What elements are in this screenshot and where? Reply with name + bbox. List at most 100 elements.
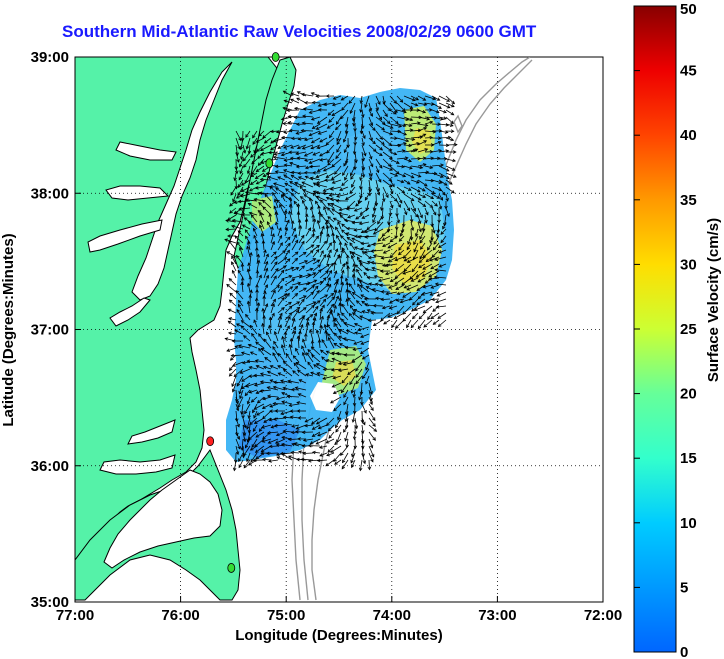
- velocity-arrow-head: [395, 298, 400, 302]
- velocity-arrow: [302, 200, 307, 209]
- velocity-arrow: [356, 300, 363, 307]
- velocity-arrow-head: [277, 372, 282, 376]
- velocity-arrow: [342, 452, 349, 463]
- velocity-arrow: [368, 438, 373, 448]
- velocity-arrow-head: [333, 458, 337, 463]
- velocity-arrow-head: [402, 271, 406, 275]
- velocity-arrow: [423, 284, 433, 288]
- velocity-arrow-head: [282, 250, 286, 254]
- velocity-arrow-head: [289, 156, 294, 161]
- velocity-arrow: [311, 92, 321, 97]
- velocity-arrow: [327, 203, 335, 209]
- velocity-arrow: [375, 95, 381, 105]
- velocity-arrow-head: [452, 158, 457, 163]
- velocity-arrow: [396, 137, 409, 142]
- velocity-arrow-head: [290, 188, 295, 192]
- velocity-arrow: [302, 339, 307, 349]
- velocity-arrow: [270, 251, 277, 258]
- velocity-arrow: [438, 95, 450, 102]
- velocity-arrow-head: [281, 453, 286, 457]
- velocity-arrow: [327, 207, 335, 216]
- station-marker: [206, 436, 215, 447]
- velocity-arrow: [433, 235, 440, 245]
- velocity-arrow-head: [363, 271, 367, 276]
- velocity-arrow: [234, 235, 244, 244]
- velocity-arrow-head: [233, 177, 237, 182]
- velocity-arrow: [291, 389, 300, 391]
- velocity-arrow: [434, 256, 447, 261]
- velocity-arrow: [388, 256, 398, 263]
- velocity-arrow: [318, 424, 328, 429]
- velocity-arrow: [236, 375, 244, 387]
- velocity-arrow: [410, 207, 419, 218]
- velocity-arrow: [290, 157, 300, 160]
- velocity-arrow-head: [327, 161, 331, 166]
- velocity-arrow-head: [389, 167, 394, 171]
- velocity-arrow-head: [290, 174, 295, 179]
- velocity-arrow-head: [302, 438, 307, 442]
- velocity-arrow: [293, 362, 300, 370]
- velocity-arrow-head: [379, 283, 383, 288]
- velocity-arrow: [375, 186, 380, 196]
- velocity-arrow: [269, 317, 272, 328]
- velocity-arrow-head: [281, 277, 285, 282]
- velocity-arrow: [344, 242, 349, 251]
- velocity-arrow-head: [239, 395, 243, 400]
- velocity-arrow-head: [355, 374, 359, 378]
- velocity-arrow: [336, 193, 349, 197]
- velocity-arrow: [305, 244, 315, 251]
- velocity-arrow-head: [446, 175, 450, 180]
- velocity-arrow-head: [289, 337, 294, 342]
- velocity-arrow: [266, 452, 279, 454]
- velocity-arrow-head: [281, 392, 285, 396]
- velocity-arrow: [319, 270, 329, 279]
- velocity-arrow: [353, 389, 356, 398]
- velocity-arrow-head: [346, 265, 350, 269]
- velocity-arrow-head: [304, 165, 309, 170]
- velocity-arrow-head: [421, 273, 426, 277]
- velocity-arrow: [375, 179, 380, 192]
- velocity-arrow-head: [264, 260, 269, 265]
- velocity-arrow: [389, 179, 395, 187]
- velocity-arrow-head: [259, 177, 264, 182]
- velocity-arrow-head: [272, 345, 276, 350]
- velocity-arrow: [438, 193, 443, 201]
- velocity-arrow: [406, 284, 419, 291]
- velocity-arrow-head: [412, 208, 417, 212]
- velocity-arrow: [354, 207, 363, 212]
- velocity-arrow: [326, 284, 332, 293]
- velocity-arrow: [332, 102, 342, 106]
- velocity-arrow-head: [231, 269, 236, 274]
- velocity-arrow: [358, 389, 363, 400]
- velocity-arrow: [407, 235, 412, 245]
- velocity-arrow-head: [355, 203, 359, 207]
- velocity-arrow-head: [333, 407, 337, 412]
- velocity-arrow: [389, 95, 397, 104]
- station-markers: [206, 52, 280, 573]
- velocity-arrow: [398, 242, 405, 251]
- velocity-arrow-head: [362, 460, 366, 465]
- velocity-arrow: [368, 389, 372, 401]
- velocity-arrow: [359, 315, 370, 321]
- velocity-arrow-head: [438, 250, 442, 254]
- velocity-arrow-head: [268, 324, 272, 329]
- velocity-arrow-head: [425, 258, 430, 263]
- velocity-arrow: [409, 270, 419, 280]
- velocity-arrow-head: [307, 227, 312, 232]
- velocity-arrow: [256, 365, 265, 370]
- velocity-arrow-head: [410, 174, 415, 179]
- velocity-arrow: [381, 256, 391, 259]
- velocity-arrow-head: [360, 247, 364, 251]
- velocity-arrow: [368, 452, 374, 462]
- velocity-arrow-head: [321, 338, 325, 343]
- velocity-arrow: [298, 295, 307, 300]
- velocity-arrow: [241, 438, 244, 451]
- velocity-arrow-head: [419, 165, 424, 170]
- velocity-arrow-head: [310, 92, 315, 96]
- velocity-arrow: [241, 382, 251, 390]
- velocity-arrow: [284, 332, 286, 342]
- velocity-arrow-head: [359, 177, 363, 182]
- velocity-arrow: [253, 228, 258, 237]
- velocity-arrow: [257, 151, 265, 159]
- velocity-arrow: [414, 305, 426, 311]
